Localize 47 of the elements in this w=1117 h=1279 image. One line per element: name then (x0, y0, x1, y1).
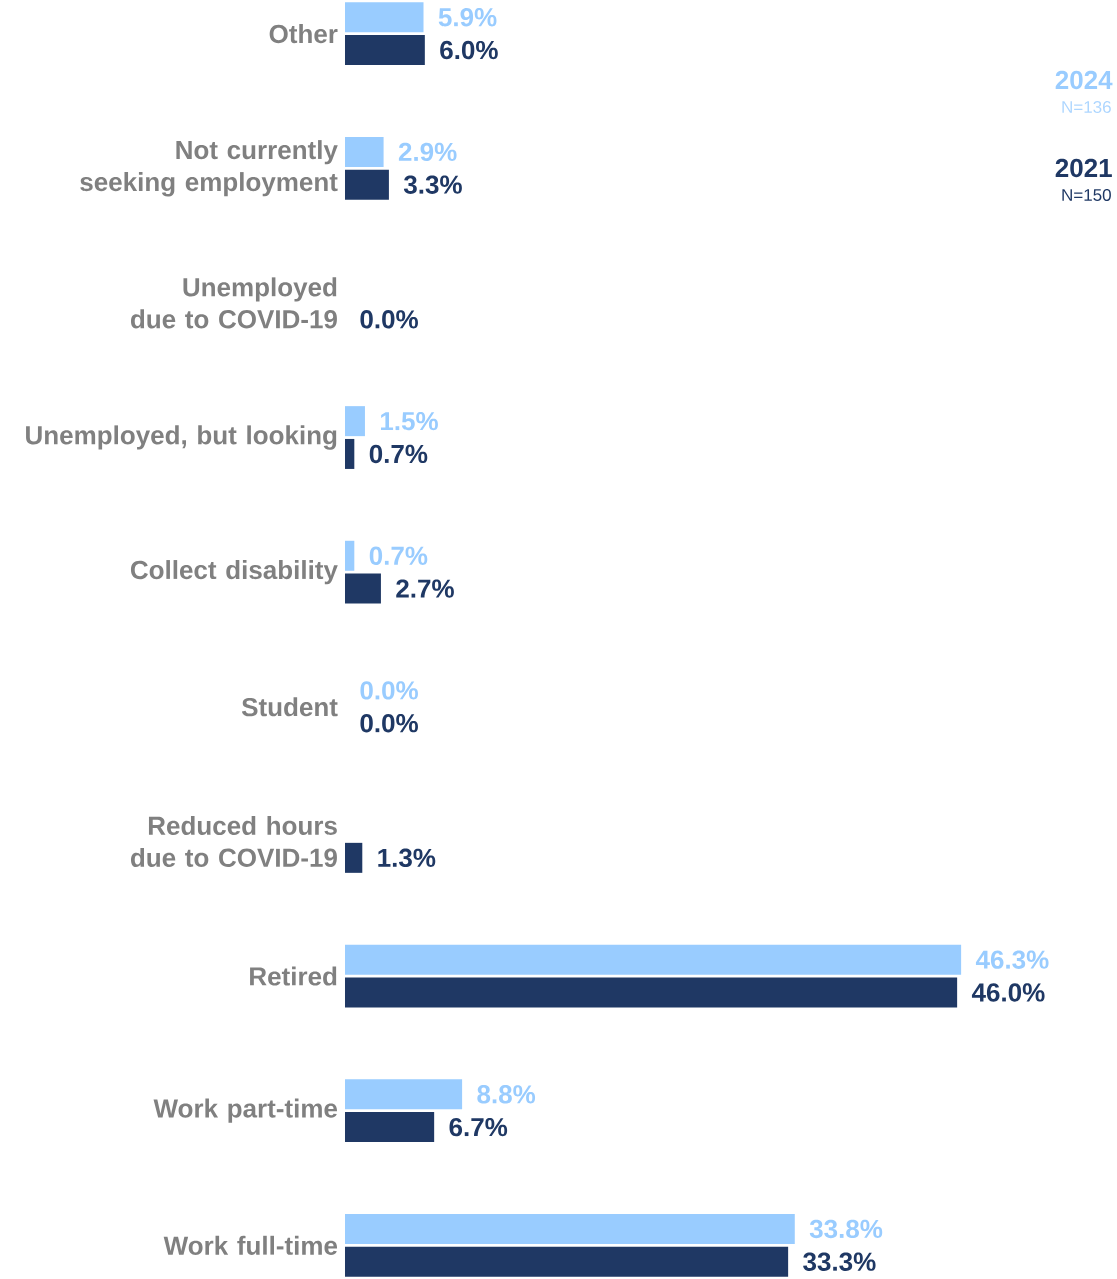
bar (344, 1079, 463, 1110)
y-tick-label: Not currently seeking employment (80, 140, 338, 197)
text: 2021 (1055, 158, 1112, 178)
data-label: 5.9% (438, 8, 497, 27)
data-label: 0.0% (360, 310, 418, 329)
bar (344, 1213, 795, 1244)
bar (344, 406, 365, 437)
y-tick-label: Student (241, 697, 338, 717)
text: 2024 (1055, 70, 1113, 90)
data-label: 3.3% (403, 175, 462, 194)
y-tick-label: Work full-time (163, 1235, 337, 1255)
data-label: 6.0% (440, 40, 498, 60)
bar (344, 977, 958, 1008)
data-label: 33.3% (803, 1252, 876, 1271)
bar (344, 540, 355, 571)
bar (344, 1112, 435, 1143)
bar (344, 2, 424, 33)
data-label: 1.3% (378, 848, 436, 868)
data-label: 33.8% (809, 1219, 883, 1239)
data-label: 0.0% (360, 681, 418, 700)
text: N=150 (1062, 188, 1111, 201)
y-tick-label: Work part-time (153, 1098, 337, 1123)
data-label: 8.8% (477, 1085, 535, 1104)
data-label: 0.7% (369, 546, 428, 565)
data-label: 2.9% (398, 142, 457, 162)
text: N=136 (1062, 100, 1111, 113)
data-label: 0.7% (369, 444, 428, 464)
data-label: 1.5% (380, 411, 438, 431)
bar (344, 438, 355, 469)
bar (344, 35, 425, 66)
bar (344, 573, 381, 604)
y-tick-label: Unemployed, but looking (25, 425, 337, 450)
bar (344, 842, 363, 873)
bar (344, 1246, 789, 1277)
y-tick-label: Collect disability (130, 560, 338, 585)
bar (344, 136, 384, 167)
data-label: 6.7% (449, 1117, 508, 1137)
data-label: 46.3% (975, 950, 1049, 969)
y-tick-label: Other (269, 24, 338, 44)
y-tick-label: Reduced hours due to COVID-19 (130, 815, 337, 867)
bar (344, 944, 962, 975)
y-tick-label: Retired (249, 966, 337, 986)
data-label: 0.0% (360, 714, 418, 733)
data-label: 46.0% (971, 983, 1045, 1002)
bar (344, 169, 389, 200)
y-tick-label: Unemployed due to COVID-19 (130, 277, 337, 329)
data-label: 2.7% (396, 579, 454, 598)
